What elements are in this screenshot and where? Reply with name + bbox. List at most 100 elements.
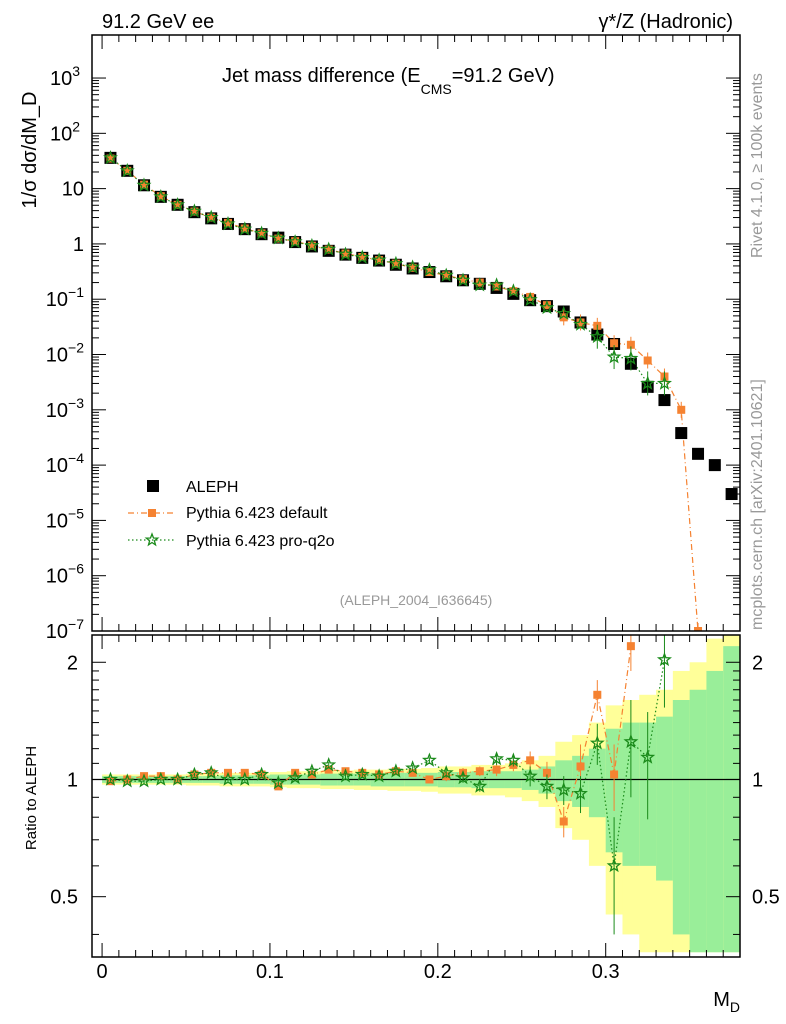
proq2o-ratio-point (170, 771, 186, 786)
default-ratio-point (408, 768, 417, 777)
ratio-band-inner (689, 689, 707, 953)
proq2o-data-point (203, 209, 219, 224)
aleph-data-point (675, 427, 688, 440)
default-data-point (274, 234, 283, 243)
proq2o-data-point (556, 305, 572, 320)
proq2o-ratio-point (606, 858, 622, 873)
proq2o-ratio-point (371, 768, 387, 783)
x-tick-label: 0.2 (424, 961, 452, 983)
proq2o-ratio-point (220, 771, 236, 786)
default-ratio-point (542, 768, 551, 777)
default-data-point (442, 271, 451, 280)
proq2o-ratio-point (573, 785, 588, 800)
default-data-point (207, 213, 216, 222)
default-data-point (140, 180, 149, 189)
ratio-band-inner (706, 670, 724, 953)
ratio-frame (91, 634, 741, 958)
default-ratio-point (593, 690, 602, 699)
default-data-point (559, 313, 568, 322)
default-ratio-point (576, 762, 585, 771)
default-data-point (358, 253, 367, 262)
default-data-point (610, 339, 619, 348)
proq2o-ratio-point (522, 768, 538, 783)
default-ratio-point (626, 642, 635, 651)
proq2o-data-point (489, 277, 505, 292)
proq2o-ratio-point (287, 769, 303, 785)
default-data-point (190, 207, 199, 216)
legend-label-aleph: ALEPH (186, 479, 238, 496)
plot-title: Jet mass difference (ECMS=91.2 GeV) (222, 65, 555, 97)
proq2o-ratio-point (186, 766, 202, 781)
main-y-tick-label: 102 (50, 118, 80, 145)
default-data-point (291, 237, 300, 246)
default-data-point (643, 356, 652, 365)
default-ratio-point (475, 767, 484, 776)
default-data-point (626, 340, 635, 349)
ratio-y-tick-label-left: 0.5 (50, 887, 78, 909)
proq2o-data-point (438, 267, 454, 282)
proq2o-data-point (589, 328, 605, 344)
x-tick-label: 0.1 (256, 961, 284, 983)
proq2o-data-point (338, 246, 353, 261)
proq2o-data-point (270, 230, 286, 245)
default-data-point (408, 263, 417, 272)
proq2o-ratio-point (640, 749, 656, 764)
proq2o-data-point (119, 162, 135, 178)
proq2o-data-point (354, 249, 370, 264)
default-data-point (341, 249, 350, 258)
default-data-point (576, 318, 585, 327)
proq2o-ratio-point (472, 778, 488, 793)
default-ratio-point (156, 772, 165, 781)
proq2o-ratio-point (237, 771, 253, 786)
mcplots-label: mcplots.cern.ch [arXiv:2401.10621] (749, 379, 766, 630)
plot-title-sub: CMS (421, 81, 452, 97)
default-data-point (475, 278, 484, 287)
default-data-point (492, 282, 501, 291)
proq2o-data-point (455, 272, 471, 287)
default-ratio-point (324, 765, 333, 774)
ratio-band-inner (723, 646, 740, 953)
default-data-point (694, 627, 703, 631)
proq2o-ratio-point (489, 750, 505, 766)
rivet-version-label: Rivet 4.1.0, ≥ 100k events (749, 73, 766, 258)
default-series-line (110, 158, 699, 631)
main-y-tick-label: 10 (62, 179, 84, 201)
proq2o-data-point (656, 375, 672, 390)
default-data-point (123, 166, 132, 175)
proq2o-ratio-point (270, 774, 286, 790)
main-y-tick-label: 103 (50, 63, 80, 90)
main-y-tick-label: 10−5 (46, 505, 84, 532)
proq2o-ratio-point (505, 752, 521, 767)
legend-marker-proq2o (144, 532, 160, 547)
default-data-point (106, 154, 115, 163)
ratio-panel: 0.5 0.5 1 1 2 2 0 0.1 0.2 0.3 Ratio to ALEPH MD (23, 634, 780, 1015)
x-axis-label: MD (713, 989, 740, 1015)
proq2o-data-point (539, 299, 555, 315)
proq2o-ratio-point (321, 757, 337, 772)
legend-label-default: Pythia 6.423 default (186, 505, 328, 522)
proq2o-ratio-point (153, 771, 169, 786)
default-data-point (391, 259, 400, 268)
proq2o-data-point (623, 350, 639, 365)
default-ratio-point (425, 775, 434, 784)
proq2o-data-point (186, 203, 202, 218)
default-ratio-point (610, 770, 619, 779)
proq2o-data-point (103, 150, 118, 165)
default-data-point (677, 405, 686, 414)
ratio-ticks: 0.5 0.5 1 1 2 2 0 0.1 0.2 0.3 (50, 635, 780, 983)
proq2o-ratio-point (136, 773, 152, 788)
default-data-point (173, 200, 182, 209)
proq2o-ratio-point (304, 763, 320, 778)
ratio-y-tick-label-left: 2 (67, 652, 78, 674)
proq2o-data-point (321, 241, 337, 256)
aleph-data-point (725, 488, 738, 501)
proq2o-data-point (472, 277, 488, 292)
ratio-y-tick-label-left: 1 (67, 769, 78, 791)
proq2o-ratio-point (388, 763, 404, 778)
main-y-ticks: 10−7 10−6 10−5 10−4 10−3 10−2 10−1 1 10 102 103 (46, 35, 741, 643)
default-data-point (324, 245, 333, 254)
default-data-point (509, 287, 518, 296)
proq2o-data-point (522, 291, 538, 307)
proq2o-data-point (640, 375, 656, 390)
